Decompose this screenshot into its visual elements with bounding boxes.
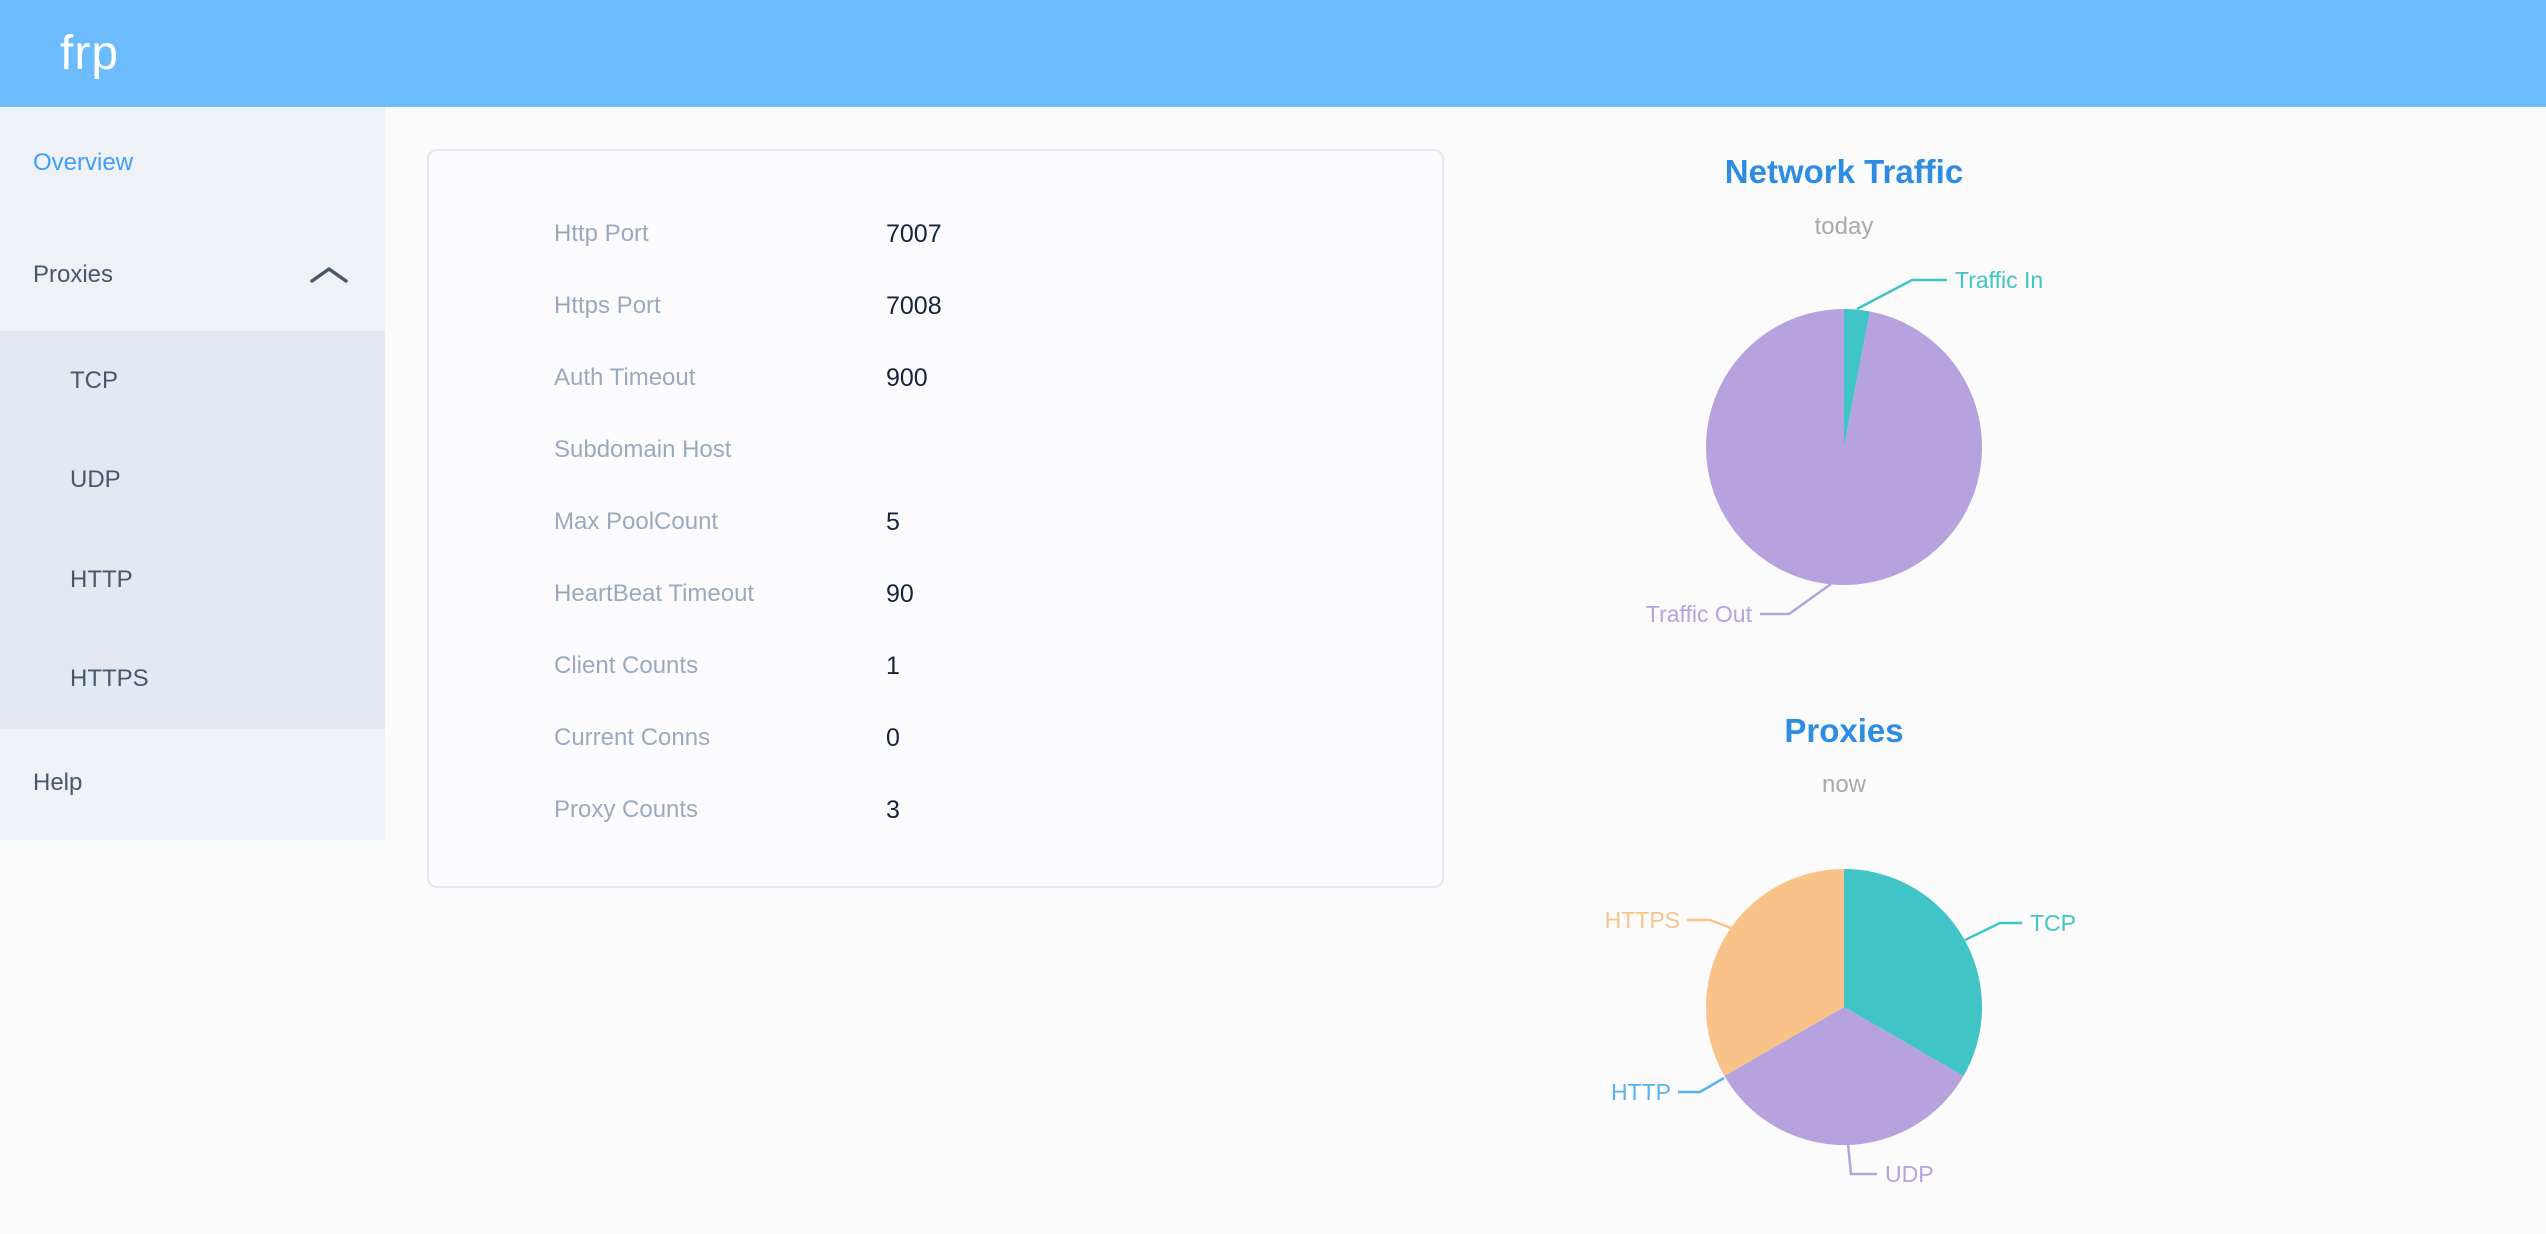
pie-label-leader-http <box>1678 1076 1725 1094</box>
sidebar-item-label: TCP <box>70 366 118 394</box>
info-label: HeartBeat Timeout <box>554 580 755 607</box>
info-label: Current Conns <box>554 724 711 751</box>
app-header: frp <box>0 0 2546 107</box>
info-value: 900 <box>886 363 928 392</box>
pie-label-traffic-in: Traffic In <box>1955 267 2043 293</box>
info-value: 90 <box>886 579 914 608</box>
info-row-https-port: Https Port 7008 <box>429 270 1442 342</box>
info-row-http-port: Http Port 7007 <box>429 198 1442 270</box>
sidebar-item-proxies[interactable]: Proxies <box>0 219 385 331</box>
pie-slice-tcp <box>1844 869 1982 1076</box>
pie-label-leader-udp <box>1846 1143 1877 1176</box>
chart-title: Network Traffic <box>1725 153 1963 190</box>
info-row-auth-timeout: Auth Timeout 900 <box>429 342 1442 414</box>
pie-label-leader-traffic-out <box>1760 582 1832 616</box>
app-logo: frp <box>60 27 120 80</box>
chart-subtitle: now <box>1822 771 1867 798</box>
sidebar-item-overview[interactable]: Overview <box>0 107 385 219</box>
info-row-current-conns: Current Conns 0 <box>429 702 1442 774</box>
proxies-submenu: TCP UDP HTTP HTTPS <box>0 331 385 729</box>
info-row-max-poolcount: Max PoolCount 5 <box>429 486 1442 558</box>
sidebar-item-label: Overview <box>33 149 134 176</box>
sidebar-item-label: Proxies <box>33 261 114 288</box>
sidebar-item-https[interactable]: HTTPS <box>0 630 385 730</box>
sidebar-item-label: HTTP <box>70 565 133 593</box>
info-label: Https Port <box>554 292 661 319</box>
pie-label-udp: UDP <box>1885 1161 1934 1187</box>
pie-label-traffic-out: Traffic Out <box>1646 601 1753 627</box>
sidebar-nav: Overview Proxies TCP UDP HTTP HTTPS Help <box>0 107 385 840</box>
pie-slice-https <box>1706 869 1844 1076</box>
pie-slices: TCP HTTPS HTTP UDP <box>1605 869 2076 1187</box>
pie-label-https: HTTPS <box>1605 907 1680 933</box>
chart-title: Proxies <box>1784 712 1903 749</box>
sidebar-item-label: UDP <box>70 466 121 494</box>
pie-label-leader-tcp <box>1964 921 2022 942</box>
info-label: Proxy Counts <box>554 796 699 823</box>
info-label: Client Counts <box>554 652 699 679</box>
sidebar-item-udp[interactable]: UDP <box>0 431 385 531</box>
info-value: 3 <box>886 795 900 824</box>
info-row-heartbeat-timeout: HeartBeat Timeout 90 <box>429 558 1442 630</box>
info-label: Auth Timeout <box>554 364 696 391</box>
sidebar-item-tcp[interactable]: TCP <box>0 331 385 431</box>
info-value: 7007 <box>886 219 942 248</box>
pie-slices: Traffic In Traffic Out <box>1646 267 2043 627</box>
chart-subtitle: today <box>1815 213 1874 240</box>
info-value: 7008 <box>886 291 942 320</box>
sidebar-item-label: HTTPS <box>70 665 149 693</box>
info-label: Subdomain Host <box>554 436 732 463</box>
network-traffic-pie-chart: Network Traffic today Traffic InTraffic … <box>1646 153 2043 627</box>
sidebar-item-http[interactable]: HTTP <box>0 530 385 630</box>
sidebar-item-label: Help <box>33 769 83 796</box>
info-value: 0 <box>886 723 900 752</box>
pie-label-leader-traffic-in <box>1856 278 1947 311</box>
pie-label-tcp: TCP <box>2030 910 2076 936</box>
info-row-subdomain-host: Subdomain Host <box>429 414 1442 486</box>
chevron-up-icon <box>310 267 348 283</box>
info-label: Http Port <box>554 220 649 247</box>
sidebar-item-help[interactable]: Help <box>0 729 385 837</box>
proxies-pie-chart: Proxies now TCP HTTPS HTTP UDP <box>1605 712 2076 1187</box>
info-label: Max PoolCount <box>554 508 719 535</box>
info-value: 5 <box>886 507 900 536</box>
info-row-proxy-counts: Proxy Counts 3 <box>429 774 1442 846</box>
info-row-client-counts: Client Counts 1 <box>429 630 1442 702</box>
pie-slice-udp <box>1724 1007 1964 1145</box>
pie-slice-traffic-out <box>1706 309 1983 585</box>
server-info-card: Http Port 7007 Https Port 7008 Auth Time… <box>427 149 1444 888</box>
pie-slice-traffic-in <box>1844 309 1870 447</box>
pie-label-leader-https <box>1687 918 1732 930</box>
pie-label-http: HTTP <box>1611 1079 1671 1105</box>
info-value: 1 <box>886 651 900 680</box>
